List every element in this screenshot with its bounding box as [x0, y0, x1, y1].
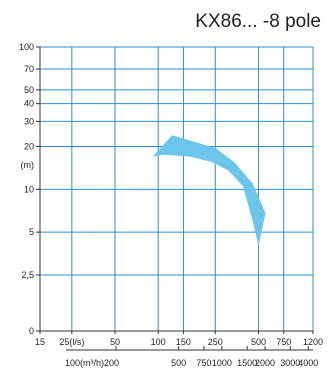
x2-tick-label: 1500: [237, 358, 257, 368]
y-tick-label: 40: [24, 99, 34, 109]
x2-tick-label: 4000: [298, 358, 318, 368]
performance-region: [153, 135, 266, 246]
x2-tick-label: 100(m³/h)200: [65, 358, 119, 368]
y-tick-label: 0: [29, 326, 34, 336]
chart-axes: [36, 46, 314, 351]
x-tick-label: 150: [176, 337, 191, 347]
x2-tick-label: 1000: [212, 358, 232, 368]
x2-tick-label: 2000: [255, 358, 275, 368]
x-tick-label: 15: [35, 337, 45, 347]
performance-area: [153, 135, 266, 246]
x-tick-label: 25(l/s): [59, 337, 84, 347]
y-tick-label: 10: [24, 184, 34, 194]
x-tick-label: 500: [251, 337, 266, 347]
y-tick-label: 50: [24, 85, 34, 95]
y-tick-label: 20: [24, 141, 34, 151]
x2-tick-label: 3000: [280, 358, 300, 368]
y-tick-label: 5: [29, 227, 34, 237]
x-tick-label: 100: [151, 337, 166, 347]
x-tick-label: 750: [276, 337, 291, 347]
chart-title: KX86... -8 pole: [195, 11, 321, 32]
y-axis-label: (m): [21, 160, 35, 170]
x2-tick-label: 500: [171, 358, 186, 368]
y-tick-label: 30: [24, 116, 34, 126]
y-tick-label: 100: [19, 42, 34, 52]
y-tick-label: 2,5: [21, 270, 34, 280]
y-tick-label: 70: [24, 64, 34, 74]
tick-labels: 100 70 50 40 30 20 10 5 2,5 0 (m) 15 25(l/s) 50 100 150…: [19, 42, 323, 368]
chart-grid: [39, 46, 314, 331]
x-tick-label: 1200: [303, 337, 323, 347]
x2-tick-label: 750: [196, 358, 211, 368]
x-tick-label: 250: [208, 337, 223, 347]
x-tick-label: 50: [110, 337, 120, 347]
